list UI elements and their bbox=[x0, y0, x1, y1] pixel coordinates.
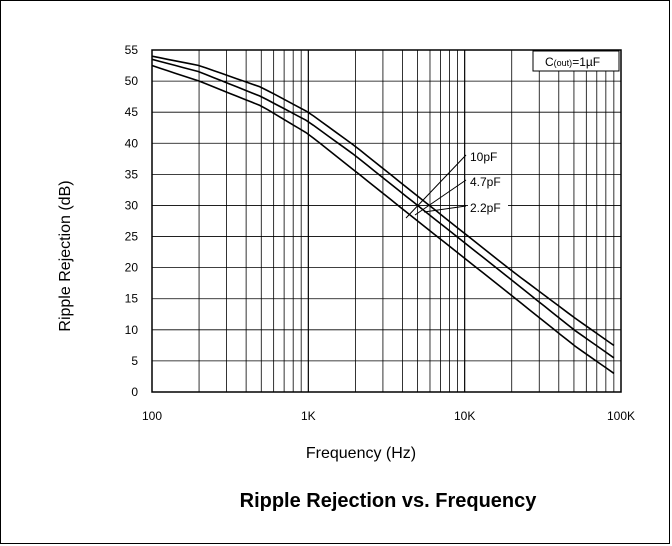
x-tick-label: 100K bbox=[607, 409, 635, 423]
leader-line bbox=[423, 205, 467, 213]
series-line-10pf bbox=[151, 55, 615, 347]
x-tick-label: 100 bbox=[142, 409, 162, 423]
capacitance-annotation: C(out)=1µF bbox=[545, 55, 600, 69]
series-labels: 10pF 4.7pF 2.2pF bbox=[405, 150, 508, 219]
grid bbox=[152, 50, 621, 392]
tick-labels: 0 5 10 15 20 25 30 35 40 45 50 55 100 1K 10K 100K bbox=[125, 43, 635, 423]
y-axis-label: Ripple Rejection (dB) bbox=[57, 180, 74, 331]
series-label-background bbox=[468, 175, 508, 189]
y-tick-label: 30 bbox=[125, 198, 139, 212]
annotation-box bbox=[532, 50, 620, 72]
series-lines bbox=[151, 55, 615, 374]
x-tick-label: 1K bbox=[301, 409, 316, 423]
y-tick-label: 20 bbox=[125, 261, 139, 275]
series-label: 10pF bbox=[470, 150, 497, 164]
leader-line bbox=[414, 179, 467, 216]
x-axis-label: Frequency (Hz) bbox=[306, 445, 416, 462]
x-tick-label: 10K bbox=[454, 409, 475, 423]
y-tick-label: 10 bbox=[125, 323, 139, 337]
leader-line bbox=[405, 154, 467, 219]
series-label-background bbox=[468, 201, 508, 215]
y-tick-label: 40 bbox=[125, 136, 139, 150]
y-tick-label: 45 bbox=[125, 105, 139, 119]
y-tick-label: 25 bbox=[125, 230, 139, 244]
y-tick-label: 0 bbox=[131, 385, 138, 399]
series-line-4-7pf bbox=[151, 58, 615, 359]
y-tick-label: 5 bbox=[131, 354, 138, 368]
y-tick-label: 50 bbox=[125, 74, 139, 88]
series-label-background bbox=[468, 150, 508, 164]
series-label: 4.7pF bbox=[470, 175, 501, 189]
series-line-2-2pf bbox=[151, 64, 615, 374]
chart-title: Ripple Rejection vs. Frequency bbox=[240, 490, 538, 512]
series-label: 2.2pF bbox=[470, 201, 501, 215]
y-tick-label: 15 bbox=[125, 292, 139, 306]
y-tick-label: 35 bbox=[125, 167, 139, 181]
y-tick-label: 55 bbox=[125, 43, 139, 57]
plot-area-border bbox=[151, 49, 622, 393]
